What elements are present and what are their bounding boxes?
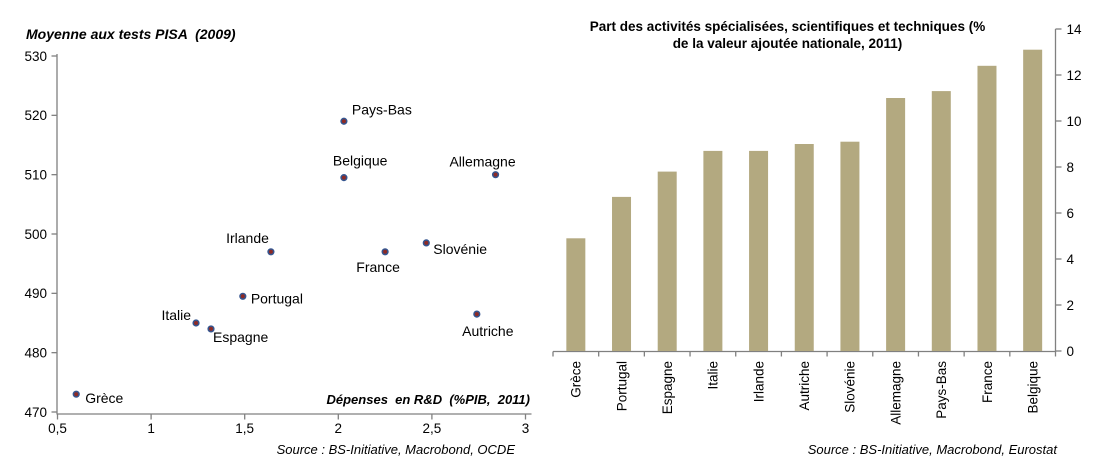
bar-category-label: Belgique [1025,361,1040,414]
scatter-x-tick-label: 0,5 [48,421,67,436]
scatter-point-label: France [356,259,400,275]
scatter-y-tick-label: 510 [24,167,47,182]
scatter-point-label: Grèce [85,390,123,406]
bar [931,91,951,351]
bar-category-label: Grèce [569,361,584,398]
bar [794,144,814,351]
bar-category-label: Portugal [614,361,629,411]
scatter-point-label: Italie [161,307,191,323]
scatter-point [473,310,481,318]
bar-y-tick-label: 10 [1067,114,1082,129]
bar-category-label: Irlande [751,361,766,402]
bar [566,238,586,351]
bar-y-tick-label: 4 [1067,252,1075,267]
bar [886,98,906,351]
right-chart-title: Part des activités spécialisées, scienti… [560,18,1015,52]
bar [749,150,769,351]
scatter-point-label: Autriche [462,323,514,339]
scatter-point-label: Pays-Bas [352,101,412,117]
bar-y-tick-label: 6 [1067,206,1075,221]
scatter-point [72,390,80,398]
bar-category-label: Slovénie [843,361,858,413]
scatter-x-tick-label: 2,5 [423,421,442,436]
bar-category-label: Italie [706,361,721,390]
scatter-x-tick-label: 3 [522,421,530,436]
scatter-point [192,319,200,327]
scatter-x-tick-label: 1 [147,421,155,436]
bar [1023,49,1043,351]
scatter-x-tick-label: 2 [335,421,343,436]
bar-category-label: Allemagne [888,361,903,425]
scatter-point [491,171,500,179]
bar-y-tick-label: 14 [1067,22,1083,37]
scatter-y-tick-label: 480 [24,345,47,360]
scatter-point [340,174,348,182]
left-chart-source: Source : BS-Initiative, Macrobond, OCDE [276,442,515,457]
scatter-point-label: Espagne [213,329,268,345]
scatter-point-label: Slovénie [433,241,487,257]
bar-category-label: Espagne [660,361,675,414]
scatter-point [267,248,275,256]
scatter-y-tick-label: 530 [24,49,47,64]
scatter-point [381,248,389,256]
scatter-y-tick-label: 500 [24,227,47,242]
bar [840,141,860,351]
bar-y-tick-label: 8 [1067,160,1075,175]
scatter-point-label: Allemagne [449,154,515,170]
bar [612,196,632,351]
scatter-point-label: Irlande [226,230,269,246]
right-chart-title-line2: de la valeur ajoutée nationale, 2011) [672,36,903,51]
scatter-y-tick-label: 490 [24,286,47,301]
left-chart-x-axis-label: Dépenses en R&D (%PIB, 2011) [326,392,531,407]
bar-category-label: France [980,361,995,403]
bar-category-label: Pays-Bas [934,361,949,419]
bar-y-tick-label: 2 [1067,298,1075,313]
bar [703,150,723,351]
right-chart-source: Source : BS-Initiative, Macrobond, Euros… [807,442,1057,457]
scatter-point [340,117,348,125]
scatter-point [422,239,430,247]
bar [657,171,677,351]
right-chart-title-line1: Part des activités spécialisées, scienti… [589,19,986,34]
scatter-point [207,325,215,333]
bar [977,65,997,352]
left-chart-title: Moyenne aux tests PISA (2009) [26,26,236,42]
bar-y-tick-label: 12 [1067,68,1082,83]
bar-y-tick-label: 0 [1067,344,1075,359]
scatter-x-tick-label: 1,5 [235,421,254,436]
scatter-y-tick-label: 520 [24,108,47,123]
scatter-point [239,292,247,300]
bar-category-label: Autriche [797,361,812,411]
scatter-y-tick-label: 470 [24,405,47,420]
scatter-point-label: Portugal [251,290,303,306]
scatter-point-label: Belgique [333,153,388,169]
